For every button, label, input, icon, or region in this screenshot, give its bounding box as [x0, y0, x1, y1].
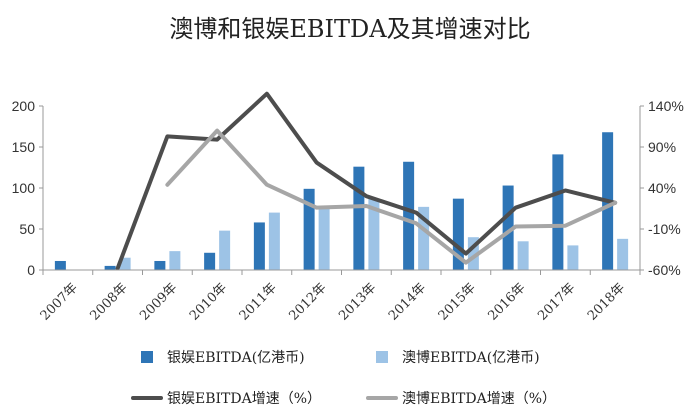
y-right-tick-label: -60%	[648, 262, 681, 278]
x-tick-label: 2008年	[87, 280, 130, 323]
bar-yinyu-9	[502, 185, 514, 270]
x-tick-label: 2016年	[485, 280, 528, 323]
x-tick-label: 2013年	[336, 280, 379, 323]
bar-aobo-6	[368, 198, 380, 270]
bar-aobo-11	[617, 238, 629, 270]
y-left-tick-label: 150	[12, 139, 36, 155]
x-tick-label: 2017年	[535, 280, 578, 323]
lines-layer	[115, 91, 618, 271]
y-left-tick-label: 50	[19, 221, 35, 237]
y-right-tick-label: 90%	[648, 139, 676, 155]
x-tick-label: 2015年	[436, 280, 479, 323]
y-left-tick-label: 200	[12, 98, 36, 114]
bar-aobo-5	[318, 206, 330, 270]
bar-yinyu-7	[403, 161, 415, 270]
legend-label: 银娱EBITDA(亿港币)	[167, 350, 305, 366]
x-tick-label: 2010年	[187, 280, 230, 323]
y-right-tick-label: 40%	[648, 180, 676, 196]
bar-aobo-8	[467, 237, 479, 270]
bar-aobo-9	[517, 241, 529, 270]
bar-yinyu-5	[303, 188, 315, 270]
bar-aobo-10	[567, 245, 579, 270]
chart-title: 澳博和银娱EBITDA及其增速对比	[169, 15, 530, 43]
bar-yinyu-6	[353, 166, 365, 270]
legend-swatch	[141, 351, 153, 363]
bar-aobo-7	[418, 206, 430, 270]
bar-yinyu-2	[154, 260, 166, 270]
bar-yinyu-10	[552, 154, 564, 270]
x-tick-label: 2018年	[585, 280, 628, 323]
legend-label: 银娱EBITDA增速（%）	[167, 391, 321, 407]
legend-swatch	[376, 351, 388, 363]
bar-aobo-3	[219, 230, 231, 270]
y-right-tick-label: 140%	[648, 98, 684, 114]
x-tick-label: 2007年	[38, 280, 81, 323]
bar-aobo-2	[169, 251, 181, 270]
bar-yinyu-0	[54, 260, 66, 270]
y-left-tick-label: 0	[27, 262, 35, 278]
x-tick-label: 2009年	[137, 280, 180, 323]
bar-yinyu-4	[253, 222, 265, 270]
legend-label: 澳博EBITDA(亿港币)	[402, 349, 540, 366]
bar-yinyu-1	[104, 265, 116, 270]
line-aobo-growth	[165, 128, 618, 265]
line-yinyu-growth	[115, 91, 618, 271]
x-tick-label: 2011年	[237, 280, 280, 323]
bar-aobo-4	[268, 212, 280, 270]
bar-yinyu-3	[204, 252, 216, 270]
axes-layer: 2007年 2008年 2009年 2010年 2011年 2012年 2013年 2014年…	[12, 98, 684, 324]
y-left-tick-label: 100	[12, 180, 36, 196]
legend-label: 澳博EBITDA增速（%）	[402, 390, 556, 407]
x-tick-label: 2012年	[286, 280, 329, 323]
y-right-tick-label: -10%	[648, 221, 681, 237]
legend: 银娱EBITDA(亿港币) 澳博EBITDA(亿港币) 银娱EBITDA增速（%） 澳…	[131, 349, 556, 407]
x-tick-label: 2014年	[386, 280, 429, 323]
bar-aobo-1	[119, 257, 131, 270]
bar-yinyu-8	[452, 198, 464, 270]
